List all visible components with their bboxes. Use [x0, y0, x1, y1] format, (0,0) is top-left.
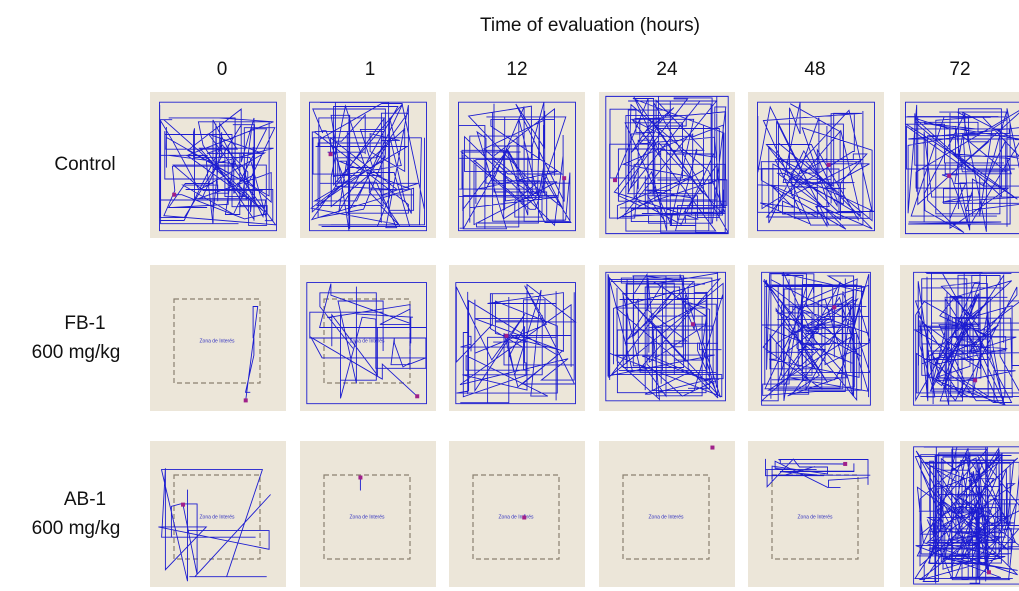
start-marker — [832, 305, 836, 309]
track-panel — [300, 92, 436, 238]
track-panel: Zona de Interés — [449, 441, 585, 587]
start-marker — [987, 570, 991, 574]
track-panel — [900, 441, 1019, 587]
track-panel: Zona de Interés — [150, 265, 286, 411]
zone-label: Zona de Interés — [199, 514, 235, 520]
track-panel: Zona de Interés — [748, 441, 884, 587]
start-marker — [181, 503, 185, 507]
start-marker — [504, 334, 508, 338]
column-label: 0 — [217, 59, 228, 80]
row-label: FB-1 — [64, 313, 105, 334]
zone-label: Zona de Interés — [648, 514, 684, 520]
page: {"header": {"title": "Time of evaluation… — [0, 0, 1019, 591]
start-marker — [172, 193, 176, 197]
track-panel: Zona de Interés — [150, 441, 286, 587]
zone-label: Zona de Interés — [498, 514, 534, 520]
start-marker — [973, 378, 977, 382]
row-label: AB-1 — [64, 489, 106, 510]
column-label: 1 — [365, 59, 376, 80]
start-marker — [415, 394, 419, 398]
start-marker — [827, 163, 831, 167]
track-panel: Zona de Interés — [599, 441, 735, 587]
track-panel: Zona de Interés — [300, 265, 436, 411]
track-panel — [150, 92, 286, 238]
zone-label: Zona de Interés — [199, 338, 235, 344]
column-label: 24 — [656, 59, 678, 80]
panel-background — [300, 92, 436, 238]
start-marker — [710, 446, 714, 450]
start-marker — [244, 398, 248, 402]
track-panel — [449, 265, 585, 411]
start-marker — [691, 322, 695, 326]
zone-label: Zona de Interés — [797, 514, 833, 520]
figure-title: Time of evaluation (hours) — [480, 15, 700, 36]
track-panel — [599, 92, 735, 238]
track-panel — [748, 265, 884, 411]
start-marker — [358, 476, 362, 480]
track-panel: Zona de Interés — [300, 441, 436, 587]
figure: Time of evaluation (hours) 0 1 12 24 48 72 Con… — [0, 0, 1019, 591]
track-panel — [900, 265, 1019, 411]
track-panel — [900, 92, 1019, 238]
row-label: Control — [54, 154, 115, 175]
track-panel — [599, 265, 735, 411]
start-marker — [522, 515, 526, 519]
column-label: 12 — [506, 59, 527, 80]
start-marker — [947, 174, 951, 178]
column-label: 48 — [804, 59, 825, 80]
track-panel — [449, 92, 585, 238]
start-marker — [613, 178, 617, 182]
row-dose: 600 mg/kg — [32, 518, 121, 539]
track-panel — [748, 92, 884, 238]
row-dose: 600 mg/kg — [32, 342, 121, 363]
start-marker — [562, 176, 566, 180]
start-marker — [329, 152, 333, 156]
column-label: 72 — [949, 59, 970, 80]
zone-label: Zona de Interés — [349, 514, 385, 520]
start-marker — [843, 462, 847, 466]
